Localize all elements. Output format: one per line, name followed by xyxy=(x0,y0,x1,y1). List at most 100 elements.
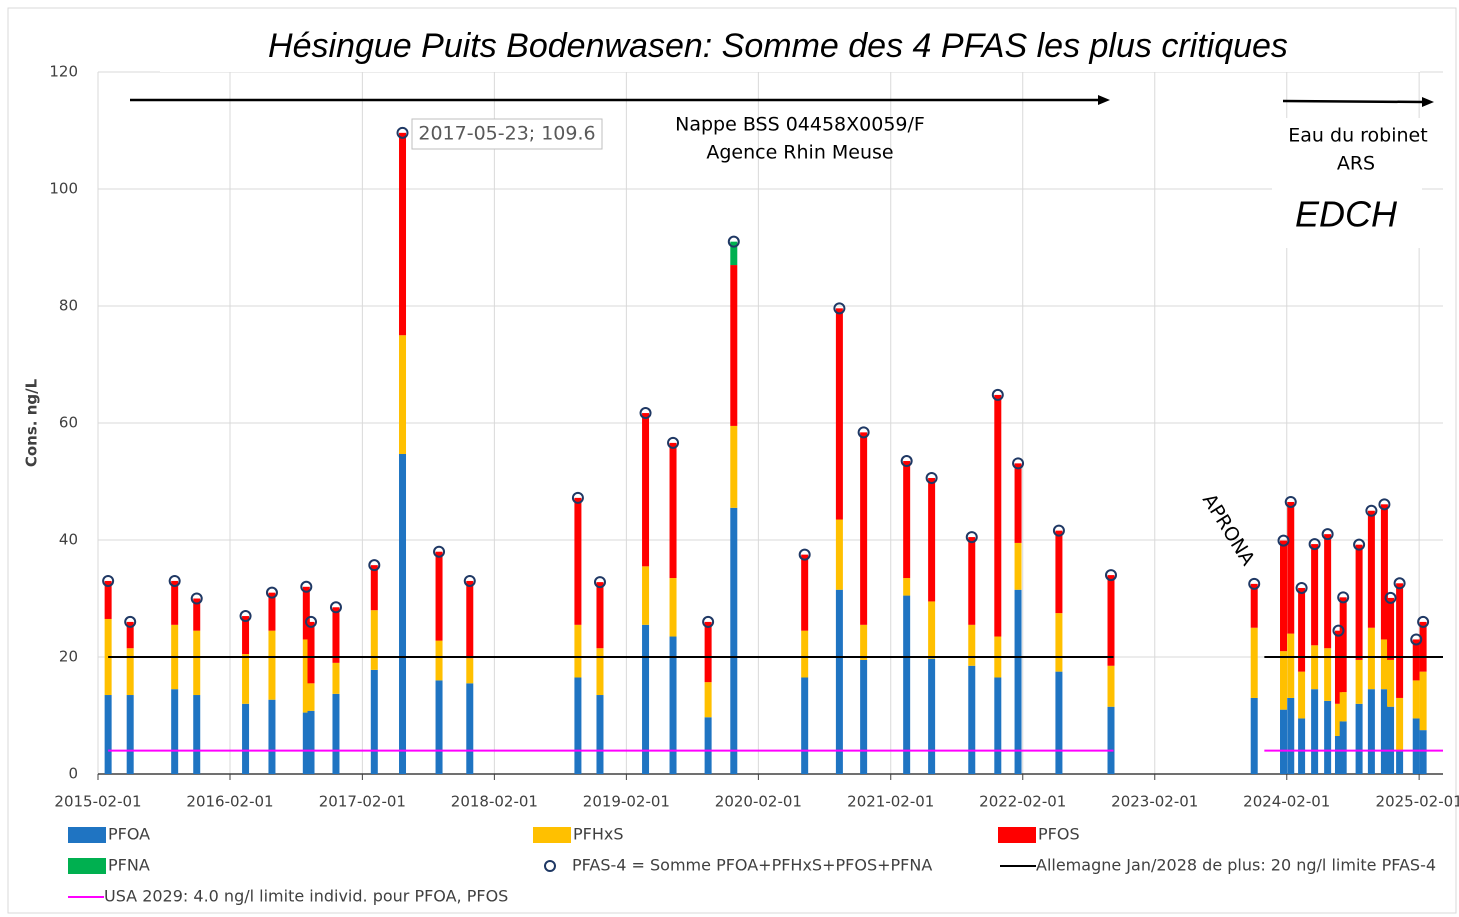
bar-segment xyxy=(193,695,201,774)
callout-box xyxy=(411,118,603,150)
bar-segment xyxy=(642,566,650,625)
bar-segment xyxy=(1387,659,1395,707)
bar-segment xyxy=(104,695,112,774)
bar-segment xyxy=(302,586,310,640)
bar-segment xyxy=(435,640,443,681)
bar-segment xyxy=(242,654,250,704)
bar-segment xyxy=(928,477,936,602)
bar-segment xyxy=(860,432,868,625)
bar-segment xyxy=(1250,697,1258,774)
bar-segment xyxy=(370,610,378,670)
legend-label: PFOS xyxy=(1038,825,1080,844)
annotation: Eau du robinet xyxy=(1288,125,1427,147)
bar-segment xyxy=(1280,540,1288,652)
total-marker xyxy=(1337,591,1350,604)
total-marker xyxy=(900,455,913,468)
bar-segment xyxy=(1324,648,1332,701)
legend-swatch xyxy=(68,858,106,874)
legend-label: Allemagne Jan/2028 de plus: 20 ng/l limi… xyxy=(1036,856,1436,875)
bar-segment xyxy=(801,630,809,678)
total-marker xyxy=(1308,538,1321,551)
bar-segment xyxy=(1380,689,1388,774)
total-marker xyxy=(1417,615,1430,628)
bar-segment xyxy=(1412,639,1420,681)
x-tick-label: 2018-02-01 xyxy=(451,793,538,811)
bar-segment xyxy=(860,624,868,660)
bar-segment xyxy=(1055,671,1063,774)
bar-segment xyxy=(1107,575,1115,666)
bar-segment xyxy=(1367,510,1375,628)
bar-segment xyxy=(835,589,843,774)
bar-segment xyxy=(268,699,276,774)
y-axis-label: Cons. ng/L xyxy=(23,378,41,467)
bar-segment xyxy=(574,497,582,625)
bar-segment xyxy=(1367,627,1375,690)
bar-segment xyxy=(928,601,936,659)
bar-segment xyxy=(242,616,250,655)
bar-segment xyxy=(730,507,738,774)
bar-segment xyxy=(1334,735,1342,774)
bar-segment xyxy=(370,669,378,774)
bar-segment xyxy=(1280,651,1288,710)
arrow-head xyxy=(1422,97,1434,107)
bar-segment xyxy=(835,519,843,590)
bar-segment xyxy=(171,689,179,774)
total-marker xyxy=(102,574,115,587)
legend-swatch xyxy=(68,827,106,843)
total-marker xyxy=(329,601,342,614)
bar-segment xyxy=(642,624,650,774)
bar-segment xyxy=(1280,709,1288,774)
arrow xyxy=(130,95,1434,107)
bar-segment xyxy=(704,682,712,718)
x-tick-label: 2016-02-01 xyxy=(186,793,273,811)
bar-segment xyxy=(1107,665,1115,707)
bar-segment xyxy=(968,537,976,625)
total-marker xyxy=(667,436,680,449)
x-tick-label: 2020-02-01 xyxy=(715,793,802,811)
bar-segment xyxy=(126,621,134,649)
bar-segment xyxy=(860,659,868,774)
bar-segment xyxy=(1419,730,1427,774)
bar-segment xyxy=(193,598,201,631)
bar-segment xyxy=(903,595,911,774)
bar-segment xyxy=(1014,589,1022,774)
total-marker xyxy=(1384,591,1397,604)
arrow-head xyxy=(1098,95,1110,105)
bar-segment xyxy=(574,624,582,678)
bar-segment xyxy=(1055,613,1063,672)
bar-segment xyxy=(104,580,112,619)
bar-segment xyxy=(1387,597,1395,660)
bar-segment xyxy=(126,648,134,696)
bar-segment xyxy=(332,693,340,774)
bar-segment xyxy=(1298,671,1306,719)
bar-segment xyxy=(126,695,134,774)
bar-segment xyxy=(1339,721,1347,774)
bar-segment xyxy=(730,241,738,266)
legend-label: PFNA xyxy=(108,856,150,875)
total-marker xyxy=(965,531,978,544)
bar-segment xyxy=(302,639,310,713)
bar-segment xyxy=(307,621,315,684)
bar-segment xyxy=(1419,621,1427,672)
bar-segment xyxy=(1311,689,1319,774)
bar-segment xyxy=(994,394,1002,637)
chart-title: Hésingue Puits Bodenwasen: Somme des 4 P… xyxy=(268,27,1288,65)
bar-segment xyxy=(1324,700,1332,774)
bar-segment xyxy=(1380,639,1388,690)
bar-segment xyxy=(704,717,712,774)
bar-segment xyxy=(1419,671,1427,731)
y-tick-label: 40 xyxy=(59,531,78,549)
bar-segment xyxy=(1311,544,1319,646)
x-tick-label: 2015-02-01 xyxy=(54,793,141,811)
total-marker xyxy=(1410,633,1423,646)
annotation: Nappe BSS 04458X0059/F xyxy=(675,114,925,136)
bar-segment xyxy=(1412,680,1420,719)
bar-segment xyxy=(1380,504,1388,640)
total-marker xyxy=(300,580,313,593)
bar-segment xyxy=(669,578,677,637)
total-marker xyxy=(124,615,137,628)
bar-segment xyxy=(307,683,315,711)
bar-segment xyxy=(1107,706,1115,774)
bar-segment xyxy=(596,648,604,696)
